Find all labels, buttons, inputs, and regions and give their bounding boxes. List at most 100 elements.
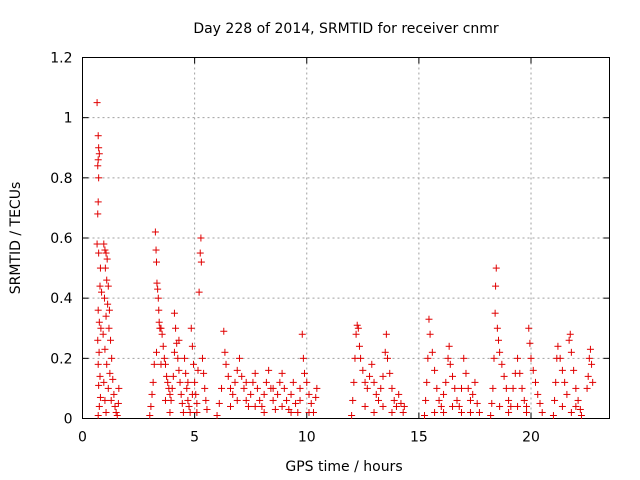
data-point <box>386 369 394 377</box>
data-point <box>455 402 463 410</box>
data-point <box>99 330 107 338</box>
data-point <box>381 348 389 356</box>
data-point <box>505 408 513 416</box>
data-point <box>349 396 357 404</box>
data-point <box>108 354 116 362</box>
data-point <box>469 390 477 398</box>
data-point <box>175 336 183 344</box>
data-point <box>193 399 201 407</box>
data-point <box>523 402 531 410</box>
data-point <box>233 396 241 404</box>
data-point <box>107 396 115 404</box>
data-point <box>233 366 241 374</box>
data-point <box>388 384 396 392</box>
data-point <box>435 396 443 404</box>
data-point <box>105 324 113 332</box>
data-point <box>169 372 177 380</box>
data-point <box>201 384 209 392</box>
data-point <box>93 240 101 248</box>
data-point <box>215 399 223 407</box>
data-point <box>96 393 104 401</box>
data-point <box>298 330 306 338</box>
data-point <box>572 402 580 410</box>
data-point <box>94 411 102 419</box>
data-point <box>572 384 580 392</box>
y-tick-label: 0.8 <box>50 171 72 187</box>
data-point <box>150 360 158 368</box>
data-point <box>276 378 284 386</box>
data-point <box>149 378 157 386</box>
data-point <box>102 408 110 416</box>
data-point <box>527 354 535 362</box>
data-point <box>249 378 257 386</box>
data-point <box>492 264 500 272</box>
data-point <box>197 258 205 266</box>
data-point <box>348 411 356 419</box>
data-point <box>460 354 468 362</box>
data-point <box>258 402 266 410</box>
data-point <box>563 390 571 398</box>
data-point <box>574 396 582 404</box>
data-point <box>567 348 575 356</box>
data-point <box>433 384 441 392</box>
data-point <box>278 402 286 410</box>
data-point <box>567 408 575 416</box>
data-point <box>368 360 376 368</box>
data-point <box>283 396 291 404</box>
data-point <box>588 360 596 368</box>
data-point <box>313 384 321 392</box>
data-point <box>292 399 300 407</box>
data-point <box>392 402 400 410</box>
data-point <box>395 390 403 398</box>
data-point <box>100 294 108 302</box>
data-point <box>502 384 510 392</box>
data-point <box>218 384 226 392</box>
data-point <box>95 318 103 326</box>
data-point <box>442 378 450 386</box>
data-point <box>586 345 594 353</box>
data-point <box>172 324 180 332</box>
data-point <box>583 384 591 392</box>
data-point <box>157 360 165 368</box>
data-point <box>538 408 546 416</box>
data-point <box>163 372 171 380</box>
data-point <box>182 369 190 377</box>
data-point <box>577 411 585 419</box>
data-point <box>155 306 163 314</box>
data-point <box>529 366 537 374</box>
data-point <box>561 378 569 386</box>
data-point <box>440 390 448 398</box>
data-point <box>305 390 313 398</box>
data-point <box>440 408 448 416</box>
data-point <box>554 342 562 350</box>
data-point <box>95 381 103 389</box>
data-point <box>170 348 178 356</box>
data-point <box>100 240 108 248</box>
data-point <box>475 408 483 416</box>
data-point <box>514 354 522 362</box>
data-point <box>107 336 115 344</box>
data-point <box>462 369 470 377</box>
data-point <box>422 396 430 404</box>
data-point <box>176 378 184 386</box>
data-point <box>179 408 187 416</box>
data-point <box>488 399 496 407</box>
data-point <box>94 156 102 164</box>
data-point <box>507 402 515 410</box>
data-point <box>471 378 479 386</box>
data-point <box>242 378 250 386</box>
data-point <box>379 402 387 410</box>
data-point <box>466 396 474 404</box>
data-point <box>178 399 186 407</box>
data-point <box>445 342 453 350</box>
data-point <box>200 369 208 377</box>
data-point <box>153 258 161 266</box>
data-point <box>244 402 252 410</box>
data-point <box>399 408 407 416</box>
data-point <box>101 396 109 404</box>
data-point <box>457 384 465 392</box>
data-point <box>526 339 534 347</box>
data-point <box>491 309 499 317</box>
data-point <box>164 378 172 386</box>
